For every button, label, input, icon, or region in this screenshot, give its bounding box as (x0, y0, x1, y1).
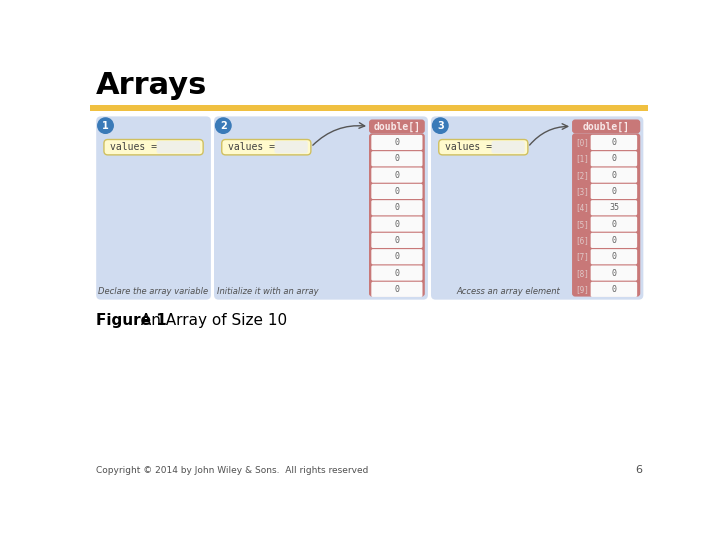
Text: 6: 6 (635, 465, 642, 475)
Text: Copyright © 2014 by John Wiley & Sons.  All rights reserved: Copyright © 2014 by John Wiley & Sons. A… (96, 466, 369, 475)
FancyBboxPatch shape (590, 167, 637, 183)
Text: 0: 0 (395, 269, 400, 278)
FancyBboxPatch shape (590, 249, 637, 264)
Text: 0: 0 (611, 138, 616, 147)
Text: double[]: double[] (374, 122, 420, 132)
Text: Arrays: Arrays (96, 71, 207, 100)
FancyBboxPatch shape (372, 184, 423, 199)
Text: 0: 0 (611, 236, 616, 245)
FancyBboxPatch shape (369, 119, 425, 133)
Text: [8]: [8] (575, 269, 589, 278)
FancyBboxPatch shape (590, 266, 637, 281)
Text: 0: 0 (611, 269, 616, 278)
Text: values =: values = (228, 142, 275, 152)
Text: 0: 0 (611, 171, 616, 180)
FancyBboxPatch shape (274, 141, 307, 153)
Text: Access an array element: Access an array element (456, 287, 560, 296)
Text: 3: 3 (437, 120, 444, 131)
Text: values =: values = (445, 142, 492, 152)
Text: 2: 2 (220, 120, 227, 131)
Text: [0]: [0] (575, 138, 589, 147)
Text: 0: 0 (395, 154, 400, 164)
Text: 0: 0 (611, 220, 616, 229)
Text: [5]: [5] (575, 220, 589, 229)
Circle shape (433, 118, 448, 133)
FancyBboxPatch shape (372, 249, 423, 264)
Text: 0: 0 (611, 252, 616, 261)
FancyBboxPatch shape (372, 282, 423, 297)
FancyBboxPatch shape (372, 200, 423, 215)
FancyBboxPatch shape (372, 167, 423, 183)
FancyBboxPatch shape (372, 217, 423, 232)
Text: [3]: [3] (575, 187, 589, 196)
FancyBboxPatch shape (438, 139, 528, 155)
Text: Initialize it with an array: Initialize it with an array (217, 287, 319, 296)
FancyBboxPatch shape (372, 266, 423, 281)
Circle shape (215, 118, 231, 133)
Text: 0: 0 (395, 138, 400, 147)
Circle shape (98, 118, 113, 133)
FancyBboxPatch shape (590, 233, 637, 248)
Text: 1: 1 (102, 120, 109, 131)
Text: [7]: [7] (575, 252, 589, 261)
Text: 0: 0 (395, 236, 400, 245)
Text: 0: 0 (395, 220, 400, 229)
Text: [9]: [9] (575, 285, 589, 294)
FancyBboxPatch shape (590, 217, 637, 232)
Text: 0: 0 (611, 154, 616, 164)
Text: 0: 0 (395, 252, 400, 261)
FancyBboxPatch shape (214, 117, 428, 300)
Text: 0: 0 (611, 285, 616, 294)
Text: [2]: [2] (575, 171, 589, 180)
FancyBboxPatch shape (492, 141, 525, 153)
FancyBboxPatch shape (590, 184, 637, 199)
FancyBboxPatch shape (590, 135, 637, 150)
Text: 0: 0 (395, 187, 400, 196)
Text: 0: 0 (395, 204, 400, 212)
Text: 0: 0 (611, 187, 616, 196)
FancyBboxPatch shape (572, 119, 640, 133)
FancyBboxPatch shape (222, 139, 311, 155)
FancyBboxPatch shape (104, 139, 203, 155)
FancyBboxPatch shape (572, 133, 640, 296)
FancyBboxPatch shape (590, 200, 637, 215)
FancyBboxPatch shape (431, 117, 644, 300)
Text: Declare the array variable: Declare the array variable (99, 287, 209, 296)
Text: [4]: [4] (575, 204, 589, 212)
FancyBboxPatch shape (590, 282, 637, 297)
FancyBboxPatch shape (157, 141, 200, 153)
Bar (90, 105, 648, 111)
FancyBboxPatch shape (372, 233, 423, 248)
FancyBboxPatch shape (372, 151, 423, 166)
FancyBboxPatch shape (372, 135, 423, 150)
Text: double[]: double[] (582, 122, 630, 132)
Text: An Array of Size 10: An Array of Size 10 (137, 313, 287, 328)
Text: values =: values = (110, 142, 157, 152)
FancyBboxPatch shape (369, 133, 425, 296)
Text: 0: 0 (395, 171, 400, 180)
FancyBboxPatch shape (590, 151, 637, 166)
Text: [6]: [6] (575, 236, 589, 245)
Text: Figure 1: Figure 1 (96, 313, 167, 328)
Text: 0: 0 (395, 285, 400, 294)
FancyBboxPatch shape (96, 117, 211, 300)
Text: [1]: [1] (575, 154, 589, 164)
Text: 35: 35 (609, 204, 619, 212)
